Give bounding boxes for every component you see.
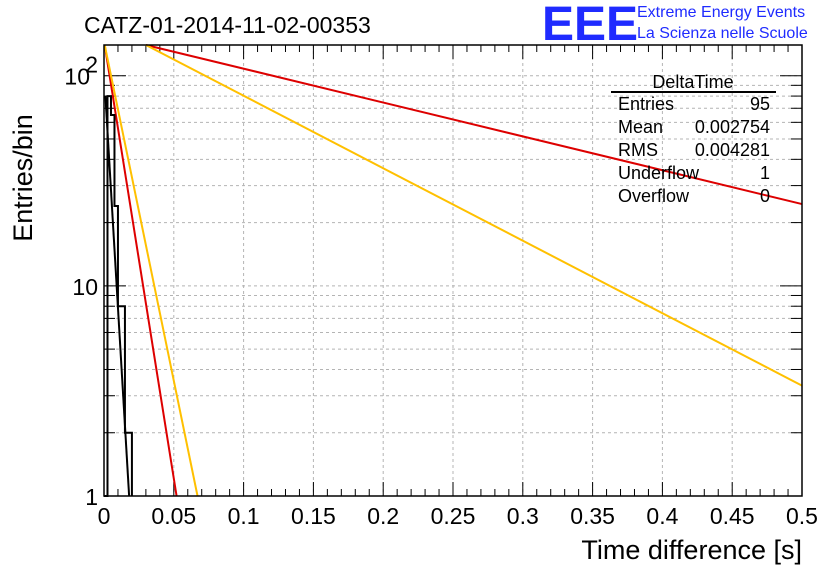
stats-row-label: Overflow [618, 186, 690, 206]
x-tick-labels: 0 0.05 0.1 0.15 0.2 0.25 0.3 0.35 0.4 0.45 0.5 [98, 503, 818, 529]
stats-row-value: 0.004281 [695, 140, 770, 160]
stats-row-value: 1 [760, 163, 770, 183]
histogram [104, 95, 133, 497]
eee-logo: EEE Extreme Energy Events La Scienza nel… [542, 0, 808, 51]
logo-mark: EEE [542, 0, 638, 51]
x-tick-label: 0.3 [507, 503, 539, 529]
x-tick-label: 0.1 [228, 503, 260, 529]
fit-curve [145, 44, 803, 206]
x-tick-label: 0.5 [786, 503, 818, 529]
y-tick-exponent: 2 [85, 52, 98, 78]
fit-curve [145, 44, 803, 387]
x-tick-label: 0 [98, 503, 111, 529]
x-tick-label: 0.2 [367, 503, 399, 529]
fit-curves [103, 44, 803, 497]
stats-row-value: 95 [750, 94, 770, 114]
logo-line-1: Extreme Energy Events [637, 4, 805, 21]
x-tick-label: 0.45 [710, 503, 755, 529]
y-tick-label: 10 [64, 64, 90, 90]
y-tick-label: 10 [72, 274, 98, 300]
x-tick-label: 0.05 [151, 503, 196, 529]
y-tick-label: 1 [85, 484, 98, 510]
fit-curve [103, 44, 199, 497]
chart-title: CATZ-01-2014-11-02-00353 [84, 12, 371, 38]
grid [103, 45, 803, 497]
x-tick-label: 0.35 [570, 503, 615, 529]
plot-frame [103, 44, 803, 497]
x-axis-label: Time difference [s] [581, 535, 802, 565]
fit-curve [103, 44, 178, 497]
stats-row-value: 0.002754 [695, 117, 770, 137]
x-tick-label: 0.4 [646, 503, 678, 529]
logo-line-2: La Scienza nelle Scuole [637, 25, 808, 42]
stats-row-label: RMS [618, 140, 658, 160]
stats-row-value: 0 [760, 186, 770, 206]
stats-row-label: Mean [618, 117, 663, 137]
stats-row-label: Underflow [618, 163, 700, 183]
stats-box-name: DeltaTime [652, 72, 733, 92]
stats-box: DeltaTime Entries 95 Mean 0.002754 RMS 0.0042… [611, 72, 776, 206]
stats-row-label: Entries [618, 94, 674, 114]
x-tick-label: 0.15 [291, 503, 336, 529]
x-tick-label: 0.25 [431, 503, 476, 529]
y-axis-label: Entries/bin [8, 114, 38, 242]
